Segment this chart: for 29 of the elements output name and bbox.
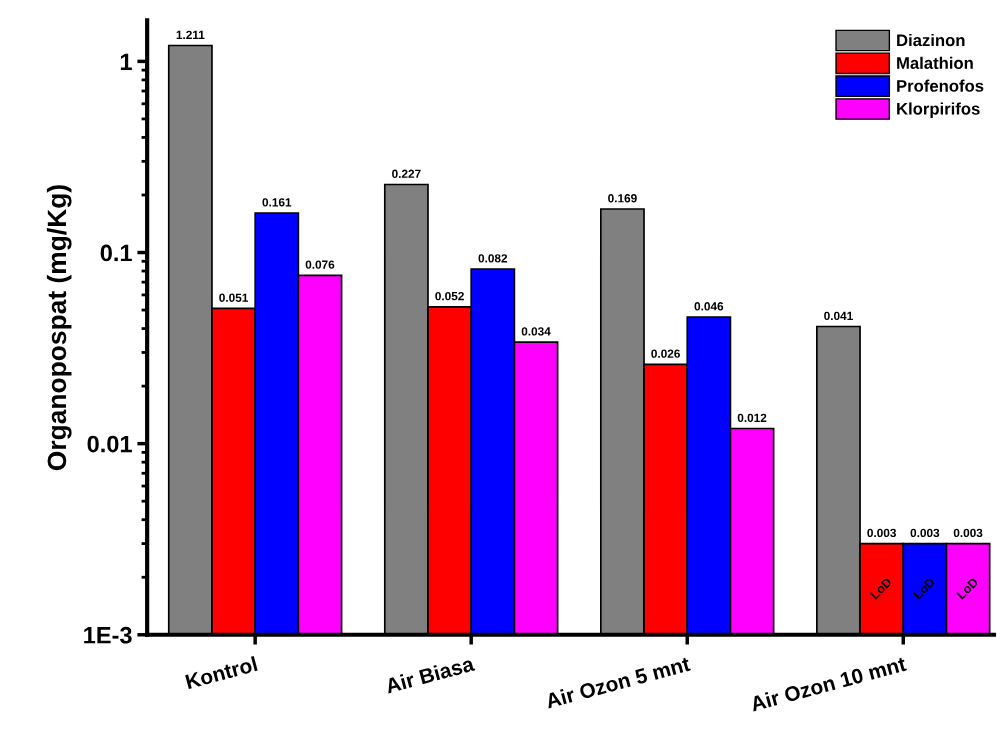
data-label: 0.003 — [910, 528, 940, 538]
x-tick-label: Kontrol — [184, 655, 258, 690]
legend-label: Klorpirifos — [897, 102, 980, 118]
data-label: 0.026 — [651, 349, 680, 358]
x-tick-label: Air Ozon 5 mnt — [544, 655, 691, 709]
legend-label: Diazinon — [897, 33, 965, 47]
data-label: 0.052 — [435, 291, 464, 301]
y-tick-label: 0.1 — [100, 244, 132, 262]
legend-label: Profenofos — [897, 79, 984, 92]
y-tick-label: 1E-3 — [84, 626, 132, 644]
data-label: 1.211 — [176, 30, 205, 39]
data-label: 0.003 — [953, 528, 983, 538]
data-label: 0.051 — [219, 293, 248, 302]
x-tick-label: Air Biasa — [384, 655, 476, 694]
data-label: 0.169 — [608, 194, 637, 203]
x-tick-label: Air Ozon 10 mnt — [749, 655, 907, 712]
data-label: 0.076 — [305, 260, 335, 269]
y-tick-label: 1 — [120, 53, 132, 70]
legend-label: Malathion — [897, 56, 973, 69]
data-label: 0.227 — [392, 169, 421, 178]
y-axis-title: Organopospat (mg/Kg) — [46, 185, 72, 471]
data-label: 0.034 — [521, 327, 551, 336]
data-label: 0.161 — [262, 198, 292, 207]
data-label: 0.003 — [867, 528, 896, 538]
data-label: 0.041 — [824, 311, 853, 321]
data-label: 0.082 — [478, 254, 508, 263]
data-label: 0.012 — [737, 413, 767, 423]
data-label: 0.046 — [694, 302, 724, 311]
y-tick-label: 0.01 — [87, 435, 132, 453]
